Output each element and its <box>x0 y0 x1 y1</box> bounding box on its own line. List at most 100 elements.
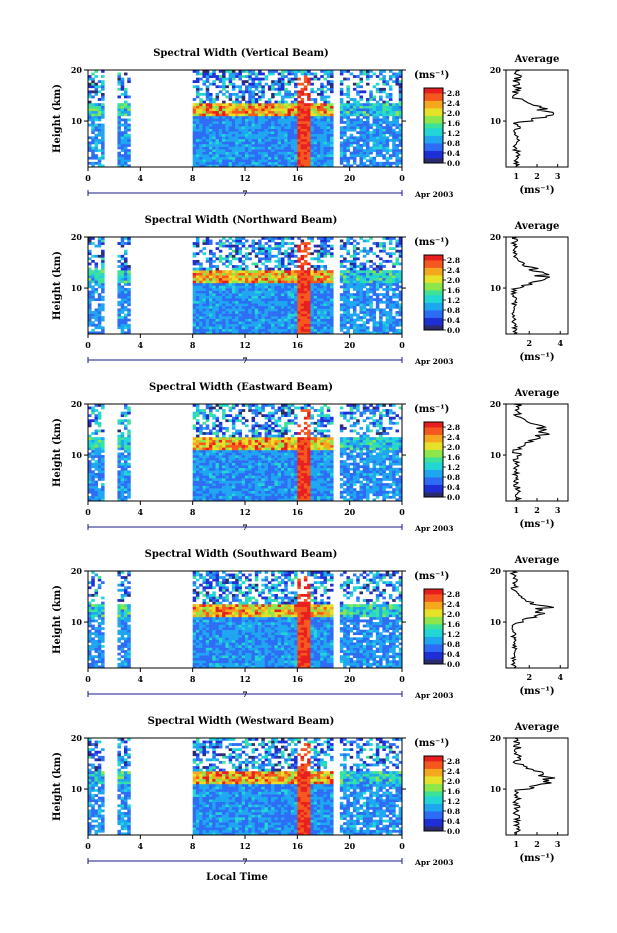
y-axis-label: Height (km) <box>52 84 63 153</box>
colorbar-unit: (ms⁻¹) <box>414 738 449 749</box>
colorbar-tick: 2.4 <box>447 433 460 442</box>
avg-x-tick: 3 <box>555 171 561 181</box>
colorbar-tick: 1.6 <box>447 453 460 462</box>
day-label: 7 <box>242 690 247 699</box>
avg-x-tick: 1 <box>514 839 520 849</box>
y-tick-label: 20 <box>71 733 83 743</box>
avg-y-tick: 10 <box>490 784 502 794</box>
date-label: Apr 2003 <box>414 691 454 700</box>
x-tick-label: 8 <box>190 841 196 851</box>
colorbar-tick: 2.4 <box>447 99 460 108</box>
panel-title: Spectral Width (Southward Beam) <box>145 549 338 560</box>
x-tick-label: 20 <box>344 841 356 851</box>
avg-y-tick: 10 <box>490 283 502 293</box>
x-tick-label: 12 <box>239 340 250 350</box>
colorbar-tick: 1.6 <box>447 286 460 295</box>
colorbar-tick: 2.4 <box>447 767 460 776</box>
avg-x-label: (ms⁻¹) <box>519 686 554 697</box>
colorbar-tick: 1.2 <box>447 296 460 305</box>
x-tick-label: 12 <box>239 173 250 183</box>
panel-4: Spectral Width (Westward Beam)1020Height… <box>52 716 568 867</box>
heatmap <box>88 404 402 501</box>
avg-y-tick: 10 <box>490 116 502 126</box>
x-tick-label: 20 <box>344 507 356 517</box>
colorbar-tick: 1.6 <box>447 787 460 796</box>
avg-x-label: (ms⁻¹) <box>519 352 554 363</box>
date-label: Apr 2003 <box>414 524 454 533</box>
x-tick-label: 8 <box>190 173 196 183</box>
colorbar-tick: 1.2 <box>447 797 460 806</box>
y-tick-label: 10 <box>71 283 83 293</box>
panel-0: Spectral Width (Vertical Beam)1020Height… <box>52 48 568 199</box>
x-tick-label: 0 <box>399 841 405 851</box>
x-tick-label: 0 <box>399 340 405 350</box>
day-label: 7 <box>242 857 247 866</box>
colorbar-tick: 0.4 <box>447 149 460 158</box>
panel-title: Spectral Width (Westward Beam) <box>148 716 335 727</box>
x-tick-label: 0 <box>399 507 405 517</box>
x-tick-label: 4 <box>138 173 144 183</box>
colorbar-tick: 2.0 <box>447 443 460 452</box>
x-tick-label: 20 <box>344 340 356 350</box>
avg-x-tick: 3 <box>555 505 561 515</box>
x-tick-label: 4 <box>138 340 144 350</box>
y-axis-label: Height (km) <box>52 418 63 487</box>
x-tick-label: 0 <box>399 674 405 684</box>
y-tick-label: 20 <box>71 65 83 75</box>
x-tick-label: 16 <box>292 173 304 183</box>
colorbar-tick: 2.8 <box>447 89 460 98</box>
avg-x-label: (ms⁻¹) <box>519 519 554 530</box>
average-profile-line <box>513 738 555 835</box>
x-tick-label: 8 <box>190 674 196 684</box>
x-tick-label: 0 <box>85 340 91 350</box>
colorbar-tick: 2.8 <box>447 423 460 432</box>
x-tick-label: 0 <box>399 173 405 183</box>
avg-x-tick: 3 <box>555 839 561 849</box>
y-tick-label: 10 <box>71 617 83 627</box>
y-tick-label: 20 <box>71 232 83 242</box>
colorbar-tick: 0.4 <box>447 817 460 826</box>
x-tick-label: 4 <box>138 674 144 684</box>
avg-x-label: (ms⁻¹) <box>519 185 554 196</box>
colorbar-tick: 1.6 <box>447 119 460 128</box>
colorbar-tick: 2.8 <box>447 590 460 599</box>
colorbar-tick: 0.4 <box>447 650 460 659</box>
avg-y-tick: 20 <box>490 65 502 75</box>
colorbar-tick: 2.0 <box>447 109 460 118</box>
average-profile-line <box>513 404 550 501</box>
x-tick-label: 16 <box>292 841 304 851</box>
avg-y-tick: 20 <box>490 733 502 743</box>
average-profile-line <box>512 237 551 334</box>
colorbar-tick: 2.4 <box>447 266 460 275</box>
average-profile-line <box>512 70 553 167</box>
avg-x-tick: 2 <box>534 505 540 515</box>
x-tick-label: 8 <box>190 507 196 517</box>
x-tick-label: 0 <box>85 173 91 183</box>
x-tick-label: 16 <box>292 674 304 684</box>
colorbar-tick: 0.8 <box>447 473 460 482</box>
colorbar-tick: 2.0 <box>447 777 460 786</box>
avg-x-tick: 4 <box>557 672 563 682</box>
avg-x-tick: 1 <box>514 505 520 515</box>
x-tick-label: 20 <box>344 173 356 183</box>
average-title: Average <box>514 54 560 65</box>
y-tick-label: 10 <box>71 450 83 460</box>
date-label: Apr 2003 <box>414 190 454 199</box>
x-tick-label: 12 <box>239 841 250 851</box>
x-tick-label: 12 <box>239 674 250 684</box>
avg-y-tick: 20 <box>490 399 502 409</box>
colorbar: 0.00.40.81.21.62.02.42.8 <box>424 255 460 335</box>
colorbar-unit: (ms⁻¹) <box>414 404 449 415</box>
colorbar: 0.00.40.81.21.62.02.42.8 <box>424 756 460 836</box>
avg-y-tick: 20 <box>490 566 502 576</box>
y-tick-label: 20 <box>71 566 83 576</box>
colorbar-tick: 2.8 <box>447 256 460 265</box>
colorbar-tick: 1.6 <box>447 620 460 629</box>
panel-2: Spectral Width (Eastward Beam)1020Height… <box>52 382 568 533</box>
date-label: Apr 2003 <box>414 858 454 867</box>
x-tick-label: 4 <box>138 507 144 517</box>
colorbar-tick: 0.8 <box>447 306 460 315</box>
